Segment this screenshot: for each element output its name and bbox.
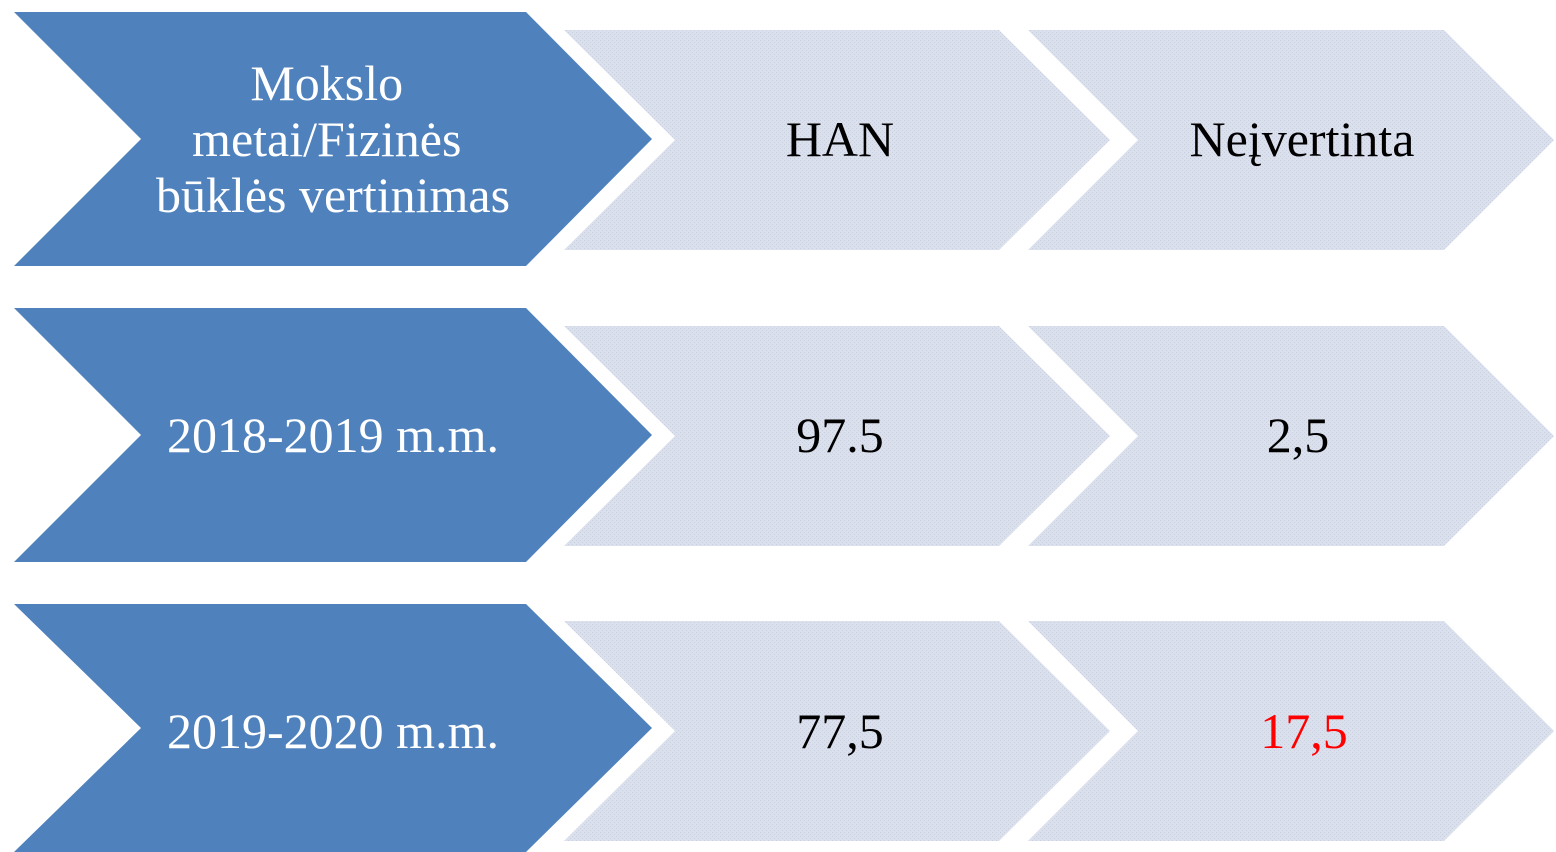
row-label: 2018-2019 m.m.	[167, 407, 499, 463]
neivertinta-chevron	[1028, 30, 1554, 250]
diagram-row-header: Mokslo metai/Fizinės būklės vertinimas H…	[14, 12, 1554, 266]
row-label-line: 2018-2019 m.m.	[167, 407, 499, 463]
han-chevron	[564, 621, 1110, 841]
diagram-row: 2019-2020 m.m. 77,5 17,5	[14, 604, 1554, 852]
row-label-line: metai/Fizinės	[192, 111, 461, 167]
year-chevron	[14, 12, 652, 266]
han-value: 97.5	[796, 407, 884, 463]
row-label-line: 2019-2020 m.m.	[167, 703, 499, 759]
han-value: HAN	[786, 111, 894, 167]
neivertinta-value-highlight: 17,5	[1260, 703, 1348, 759]
han-value: 77,5	[796, 703, 884, 759]
year-chevron	[14, 308, 652, 562]
neivertinta-chevron	[1028, 621, 1554, 841]
neivertinta-value: 2,5	[1267, 407, 1330, 463]
row-label: Mokslo metai/Fizinės būklės vertinimas	[156, 55, 510, 223]
neivertinta-value: Neįvertinta	[1190, 111, 1415, 167]
diagram-row: 2018-2019 m.m. 97.5 2,5	[14, 308, 1554, 562]
row-label-line: būklės vertinimas	[156, 167, 510, 223]
row-label-line: Mokslo	[250, 55, 403, 111]
row-label: 2019-2020 m.m.	[167, 703, 499, 759]
han-chevron	[564, 30, 1110, 250]
han-chevron	[564, 326, 1110, 546]
year-chevron	[14, 604, 652, 852]
neivertinta-chevron	[1028, 326, 1554, 546]
